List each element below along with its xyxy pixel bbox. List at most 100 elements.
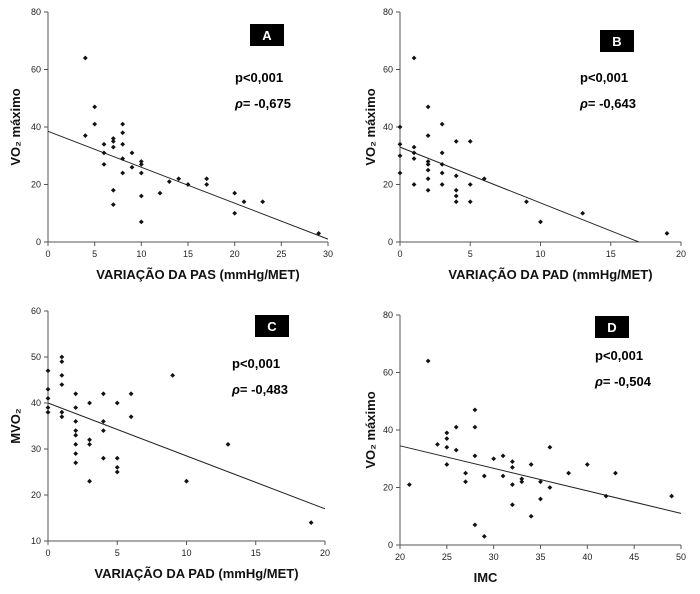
panel-letter: A: [262, 28, 272, 43]
y-axis-label: VO₂ máximo: [363, 88, 378, 165]
data-point: [45, 409, 51, 415]
data-point: [510, 459, 515, 465]
rho-value: = -0,643: [588, 96, 636, 111]
data-point: [439, 121, 445, 127]
data-point: [481, 473, 487, 479]
data-point: [87, 442, 92, 447]
data-point: [500, 453, 506, 459]
data-point: [120, 141, 126, 147]
data-point: [453, 193, 459, 199]
panel-letter: B: [612, 34, 621, 49]
y-tick-label: 0: [36, 237, 41, 247]
data-point: [580, 210, 586, 216]
p-value-label: p<0,001: [595, 348, 643, 363]
y-tick-label: 60: [31, 306, 41, 316]
x-tick-label: 30: [323, 249, 333, 259]
data-point: [406, 482, 412, 488]
data-point: [59, 373, 65, 378]
data-point: [439, 182, 445, 187]
data-point: [225, 442, 231, 447]
data-point: [73, 428, 79, 433]
x-tick-label: 5: [92, 249, 97, 259]
data-point: [411, 144, 417, 150]
data-point: [425, 187, 431, 193]
rho-value: = -0,675: [243, 96, 291, 111]
data-point: [241, 199, 247, 205]
data-point: [547, 485, 553, 490]
rho-symbol: ρ: [594, 374, 603, 389]
data-point: [138, 219, 144, 225]
rho-value: = -0,483: [240, 382, 288, 397]
data-point: [82, 133, 88, 139]
data-point: [397, 141, 403, 147]
data-point: [467, 182, 473, 187]
data-point: [87, 437, 92, 443]
x-tick-label: 20: [676, 249, 686, 259]
data-point: [397, 153, 403, 159]
y-tick-label: 30: [31, 444, 41, 454]
data-point: [87, 400, 92, 406]
data-point: [613, 470, 618, 476]
data-point: [73, 405, 79, 410]
data-point: [397, 124, 403, 130]
x-tick-label: 50: [676, 552, 686, 562]
data-point: [138, 193, 144, 199]
scatter-panel-a: 0 20 40 60 80 0 5 10 15 20 25 30 Ap<0,001 ρ= -0,675 VA…: [8, 7, 333, 282]
x-tick-label: 10: [136, 249, 146, 259]
data-point: [472, 424, 478, 430]
x-tick-label: 35: [535, 552, 545, 562]
data-point: [110, 144, 116, 150]
data-point: [87, 478, 92, 484]
x-axis-label: VARIAÇÃO DA PAD (mmHg/MET): [448, 267, 652, 282]
data-point: [232, 210, 238, 216]
data-point: [603, 493, 609, 499]
data-point: [316, 230, 322, 236]
data-point: [73, 391, 79, 397]
data-point: [453, 199, 459, 205]
y-tick-label: 40: [383, 425, 393, 435]
y-tick-label: 20: [31, 180, 41, 190]
data-point: [110, 138, 116, 144]
panel-badge: [600, 30, 634, 52]
data-point: [425, 176, 431, 182]
scatter-panel-b: 0 20 40 60 80 0 5 10 15 20 Bp<0,001 ρ= -0,643 VARIAÇ…: [363, 7, 686, 282]
data-point: [500, 473, 506, 479]
y-axis-label: VO₂ máximo: [8, 88, 23, 165]
data-point: [45, 386, 51, 392]
regression-line: [47, 402, 326, 510]
x-tick-label: 25: [442, 552, 452, 562]
data-point: [170, 373, 176, 378]
data-point: [538, 219, 543, 225]
data-point: [73, 432, 79, 438]
x-axis-label: IMC: [474, 570, 498, 585]
data-point: [664, 230, 670, 236]
data-point: [120, 130, 126, 136]
data-point: [45, 405, 51, 410]
y-tick-label: 60: [383, 65, 393, 75]
data-point: [73, 460, 79, 466]
x-tick-label: 0: [397, 249, 402, 259]
y-tick-label: 80: [31, 7, 41, 17]
data-point: [232, 190, 238, 196]
y-axis-label: VO₂ máximo: [363, 391, 378, 468]
data-point: [128, 414, 134, 420]
data-point: [547, 444, 553, 450]
data-point: [467, 138, 473, 144]
rho-symbol: ρ: [234, 96, 243, 111]
p-value-label: p<0,001: [580, 70, 628, 85]
x-axis-label: VARIAÇÃO DA PAS (mmHg/MET): [96, 267, 299, 282]
data-point: [510, 464, 515, 470]
data-point: [425, 159, 431, 164]
data-point: [538, 496, 543, 502]
data-point: [467, 199, 473, 205]
data-point: [528, 513, 534, 519]
panel-letter: C: [267, 319, 277, 334]
data-point: [101, 428, 106, 433]
y-tick-label: 50: [31, 352, 41, 362]
data-point: [73, 442, 79, 447]
data-point: [128, 391, 134, 397]
data-point: [73, 451, 79, 456]
data-point: [260, 199, 266, 205]
